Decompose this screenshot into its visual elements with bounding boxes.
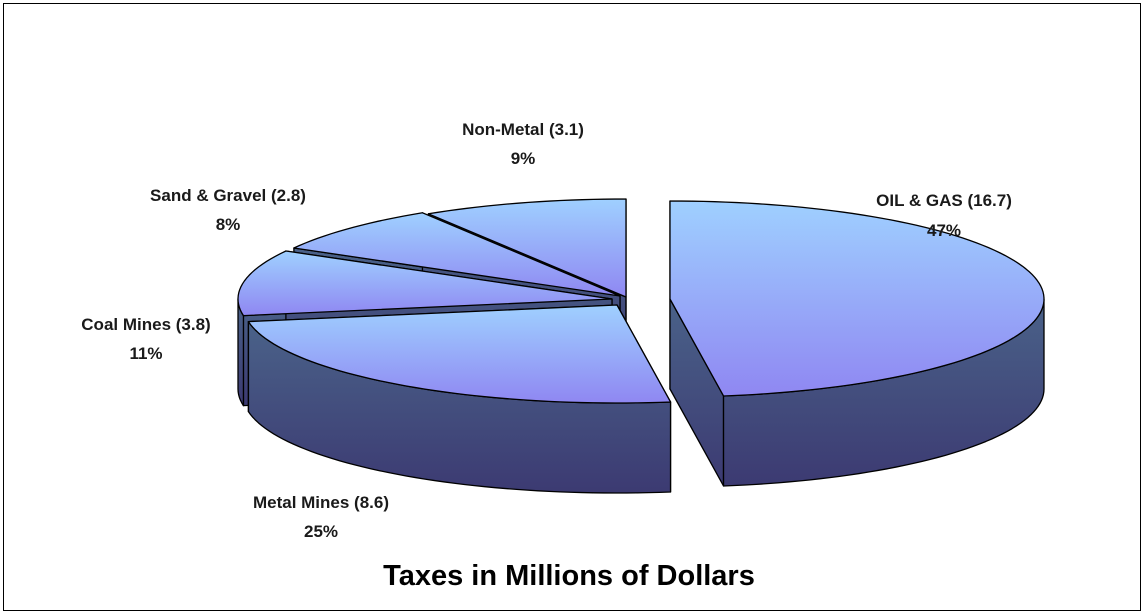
- pie-chart: OIL & GAS (16.7) 47% Metal Mines (8.6) 2…: [81, 120, 1045, 592]
- slice-label-non-metal: Non-Metal (3.1): [462, 120, 584, 139]
- slice-label-sand-gravel: Sand & Gravel (2.8): [150, 186, 306, 205]
- slice-percent-non-metal: 9%: [511, 149, 536, 168]
- slice-top-oil-gas: [669, 200, 1045, 397]
- slice-label-metal-mines: Metal Mines (8.6): [253, 493, 389, 512]
- chart-frame: OIL & GAS (16.7) 47% Metal Mines (8.6) 2…: [3, 3, 1141, 611]
- slice-top-non-metal: [427, 198, 627, 298]
- slice-percent-oil-gas: 47%: [927, 221, 961, 240]
- slice-label-coal-mines: Coal Mines (3.8): [81, 315, 210, 334]
- slice-percent-sand-gravel: 8%: [216, 215, 241, 234]
- slice-percent-coal-mines: 11%: [129, 344, 162, 363]
- slice-label-oil-gas: OIL & GAS (16.7): [876, 191, 1012, 210]
- slice-top-sand-gravel: [293, 212, 621, 297]
- chart-title: Taxes in Millions of Dollars: [383, 560, 755, 592]
- slice-top-metal-mines: [247, 304, 672, 404]
- slice-top-coal-mines: [237, 250, 613, 317]
- slice-percent-metal-mines: 25%: [304, 522, 338, 541]
